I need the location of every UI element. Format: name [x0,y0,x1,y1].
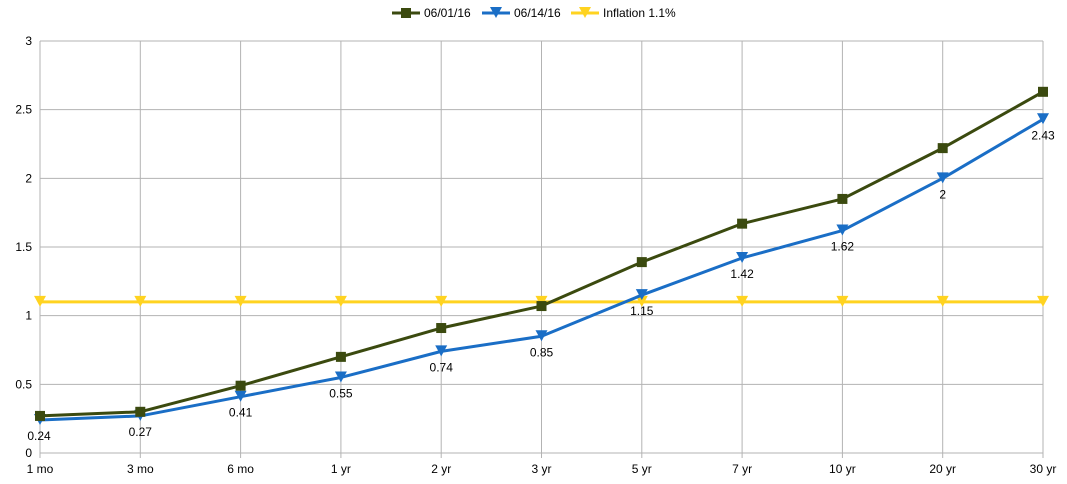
data-label: 2 [939,187,946,201]
data-point [737,218,748,229]
y-tick-label: 3 [25,34,32,48]
series-1 [35,86,1048,421]
data-label: 1.62 [831,240,855,254]
data-point [635,289,648,301]
data-point [936,295,949,307]
legend-label: 06/14/16 [514,6,561,20]
x-tick-label: 5 yr [632,462,652,476]
data-point [1038,86,1048,97]
data-label: 0.27 [129,425,153,439]
data-point [235,380,246,391]
data-label: 0.41 [229,406,253,420]
series-layer [34,86,1049,426]
data-point [234,295,247,307]
data-point [35,410,45,421]
data-label: 0.85 [530,345,554,359]
x-tick-label: 1 yr [331,462,351,476]
data-point [936,172,949,184]
y-tick-label: 0 [25,446,32,460]
data-point [234,390,247,402]
legend-item: 06/01/16 [392,6,471,20]
x-tick-label: 3 mo [127,462,154,476]
data-point [435,345,448,357]
data-point [1037,113,1049,125]
legend-marker [579,7,591,18]
data-point [837,193,848,204]
data-point [836,224,849,236]
x-tick-label: 6 mo [227,462,254,476]
data-label: 0.74 [430,360,454,374]
data-point [1037,295,1049,307]
x-tick-label: 10 yr [829,462,856,476]
y-tick-label: 1 [25,309,32,323]
x-tick-label: 30 yr [1030,462,1057,476]
data-point [635,295,648,307]
data-point [435,295,448,307]
data-point [334,371,347,383]
legend-marker [490,7,502,18]
legend-label: Inflation 1.1% [603,6,676,20]
data-point [436,323,447,334]
data-point [636,257,647,268]
grid-lines [39,40,1044,454]
data-labels: 0.24 0.27 0.41 0.55 0.74 0.85 1.15 1.42 1.62 2 2.4… [27,128,1055,443]
legend-label: 06/01/16 [424,6,471,20]
x-tick-label: 7 yr [732,462,752,476]
y-tick-label: 0.5 [15,377,32,391]
data-point [836,295,849,307]
axes: 0 0.5 1 1.5 2 2.5 3 1 mo 3 mo 6 mo 1 yr 2 yr 3 yr 5 y… [15,34,1056,476]
y-tick-label: 1.5 [15,240,32,254]
legend-marker [401,8,411,18]
data-point [134,295,147,307]
data-label: 0.55 [329,386,353,400]
data-point [736,295,749,307]
data-label: 0.24 [27,429,51,443]
y-tick-label: 2 [25,171,32,185]
data-point [736,251,749,263]
y-tick-label: 2.5 [15,103,32,117]
data-point [135,406,146,417]
data-label: 1.42 [730,267,754,281]
data-point [536,301,547,312]
data-point [937,143,948,154]
legend-item: 06/14/16 [482,6,561,20]
data-point [334,295,347,307]
x-tick-label: 3 yr [531,462,551,476]
data-label: 2.43 [1031,128,1055,142]
x-tick-label: 1 mo [27,462,54,476]
legend-item: Inflation 1.1% [571,6,676,20]
legend: 06/01/16 06/14/16 Inflation 1.1% [392,6,676,20]
x-tick-label: 2 yr [431,462,451,476]
data-point [535,330,548,342]
x-tick-label: 20 yr [929,462,956,476]
data-point [34,295,46,307]
data-label: 1.15 [630,304,654,318]
data-point [335,351,346,362]
